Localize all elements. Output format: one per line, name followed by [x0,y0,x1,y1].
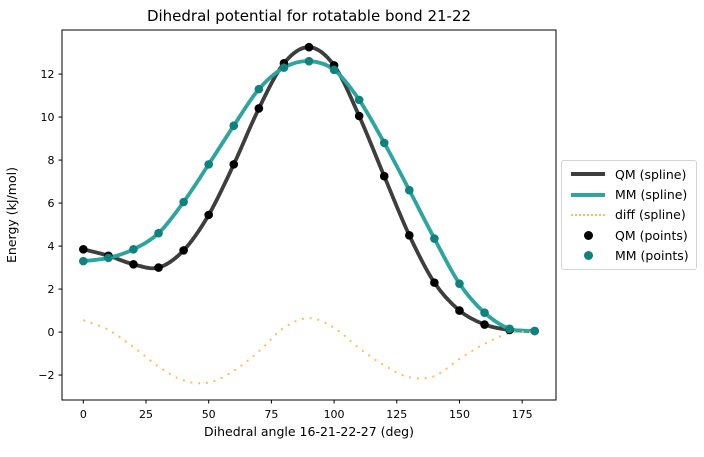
y-tick-label: 6 [48,197,55,210]
mm-points-marker [354,95,364,105]
x-tick-label: 50 [202,408,216,421]
mm-points-marker [480,308,489,318]
y-tick-label: 4 [48,240,55,253]
qm-points-marker [129,260,138,269]
legend-swatch-mm-spline [571,192,605,197]
mm-points-marker [505,324,514,334]
qm-points-marker [405,231,414,240]
qm-points-marker [254,104,264,113]
diff-spline-curve [82,317,535,385]
qm-points-marker [430,278,439,287]
y-tick-label: 10 [41,111,55,124]
mm-spline-curve [81,59,537,333]
mm-points-marker [379,138,389,148]
mm-points-marker [304,56,314,66]
qm-points-marker [229,160,239,169]
legend-entry-qm-points: QM (points) [562,225,696,245]
x-axis-label: Dihedral angle 16-21-22-27 (deg) [204,424,414,439]
mm-points-marker [104,253,113,263]
mm-points-marker [254,84,264,94]
y-tick-label: 2 [48,283,55,296]
mm-points-marker [154,228,163,238]
qm-spline-curve [81,45,537,333]
y-tick-label: −2 [38,369,54,382]
x-tick-label: 175 [512,408,533,421]
legend-label: diff (spline) [615,207,686,223]
qm-points-marker [204,210,213,220]
chart-legend: QM (spline) MM (spline) diff (spline) QM (p… [561,160,697,270]
qm-points-marker [79,244,88,254]
mm-points-marker [430,234,439,243]
y-tick-label: 8 [48,154,55,167]
legend-entry-qm-spline: QM (spline) [562,164,696,184]
axes-frame [61,29,557,401]
qm-points-marker [379,171,389,181]
y-axis-label: Energy (kJ/mol) [4,167,19,263]
mm-points-marker [530,326,539,336]
legend-entry-diff-spline: diff (spline) [562,205,696,225]
legend-swatch-qm-points [571,230,605,240]
legend-label: MM (spline) [615,187,688,203]
legend-line-icon [571,192,605,197]
mm-points-marker [204,160,213,169]
legend-swatch-qm-spline [571,172,605,177]
legend-entry-mm-spline: MM (spline) [562,185,696,205]
mm-points-marker [79,256,88,266]
mm-points-marker [455,279,464,288]
x-tick-label: 100 [324,408,345,421]
legend-line-icon [571,213,605,216]
y-tick-label: 0 [48,326,55,339]
legend-entry-mm-points: MM (points) [562,246,696,266]
qm-points-marker [304,42,314,52]
legend-line-icon [571,172,605,177]
x-tick-label: 125 [386,408,407,421]
x-tick-label: 150 [449,408,470,421]
legend-label: MM (points) [615,248,689,264]
qm-points-marker [455,306,464,315]
legend-swatch-diff-spline [571,213,605,216]
mm-points-marker [329,65,339,75]
mm-points-marker [229,121,239,130]
chart-title: Dihedral potential for rotatable bond 21… [147,7,471,25]
qm-points-marker [154,263,163,272]
x-tick-label: 75 [264,408,278,421]
mm-points-marker [179,197,188,207]
qm-points-marker [179,246,188,255]
legend-swatch-mm-points [571,251,605,261]
x-tick-label: 25 [139,408,153,421]
qm-points-marker [354,111,364,121]
legend-marker-icon [583,230,593,240]
mm-points-marker [129,244,138,254]
y-tick-label: 12 [41,68,55,81]
qm-points-marker [480,320,489,329]
plot-area: 0 25 50 75 100 125 150 175 −2 0 2 4 6 8 10 12 [38,29,557,421]
mm-points-marker [279,63,289,72]
legend-label: QM (points) [615,227,688,243]
x-tick-label: 0 [80,408,87,421]
legend-label: QM (spline) [615,166,687,182]
mm-points-marker [405,185,414,195]
legend-marker-icon [583,251,593,261]
